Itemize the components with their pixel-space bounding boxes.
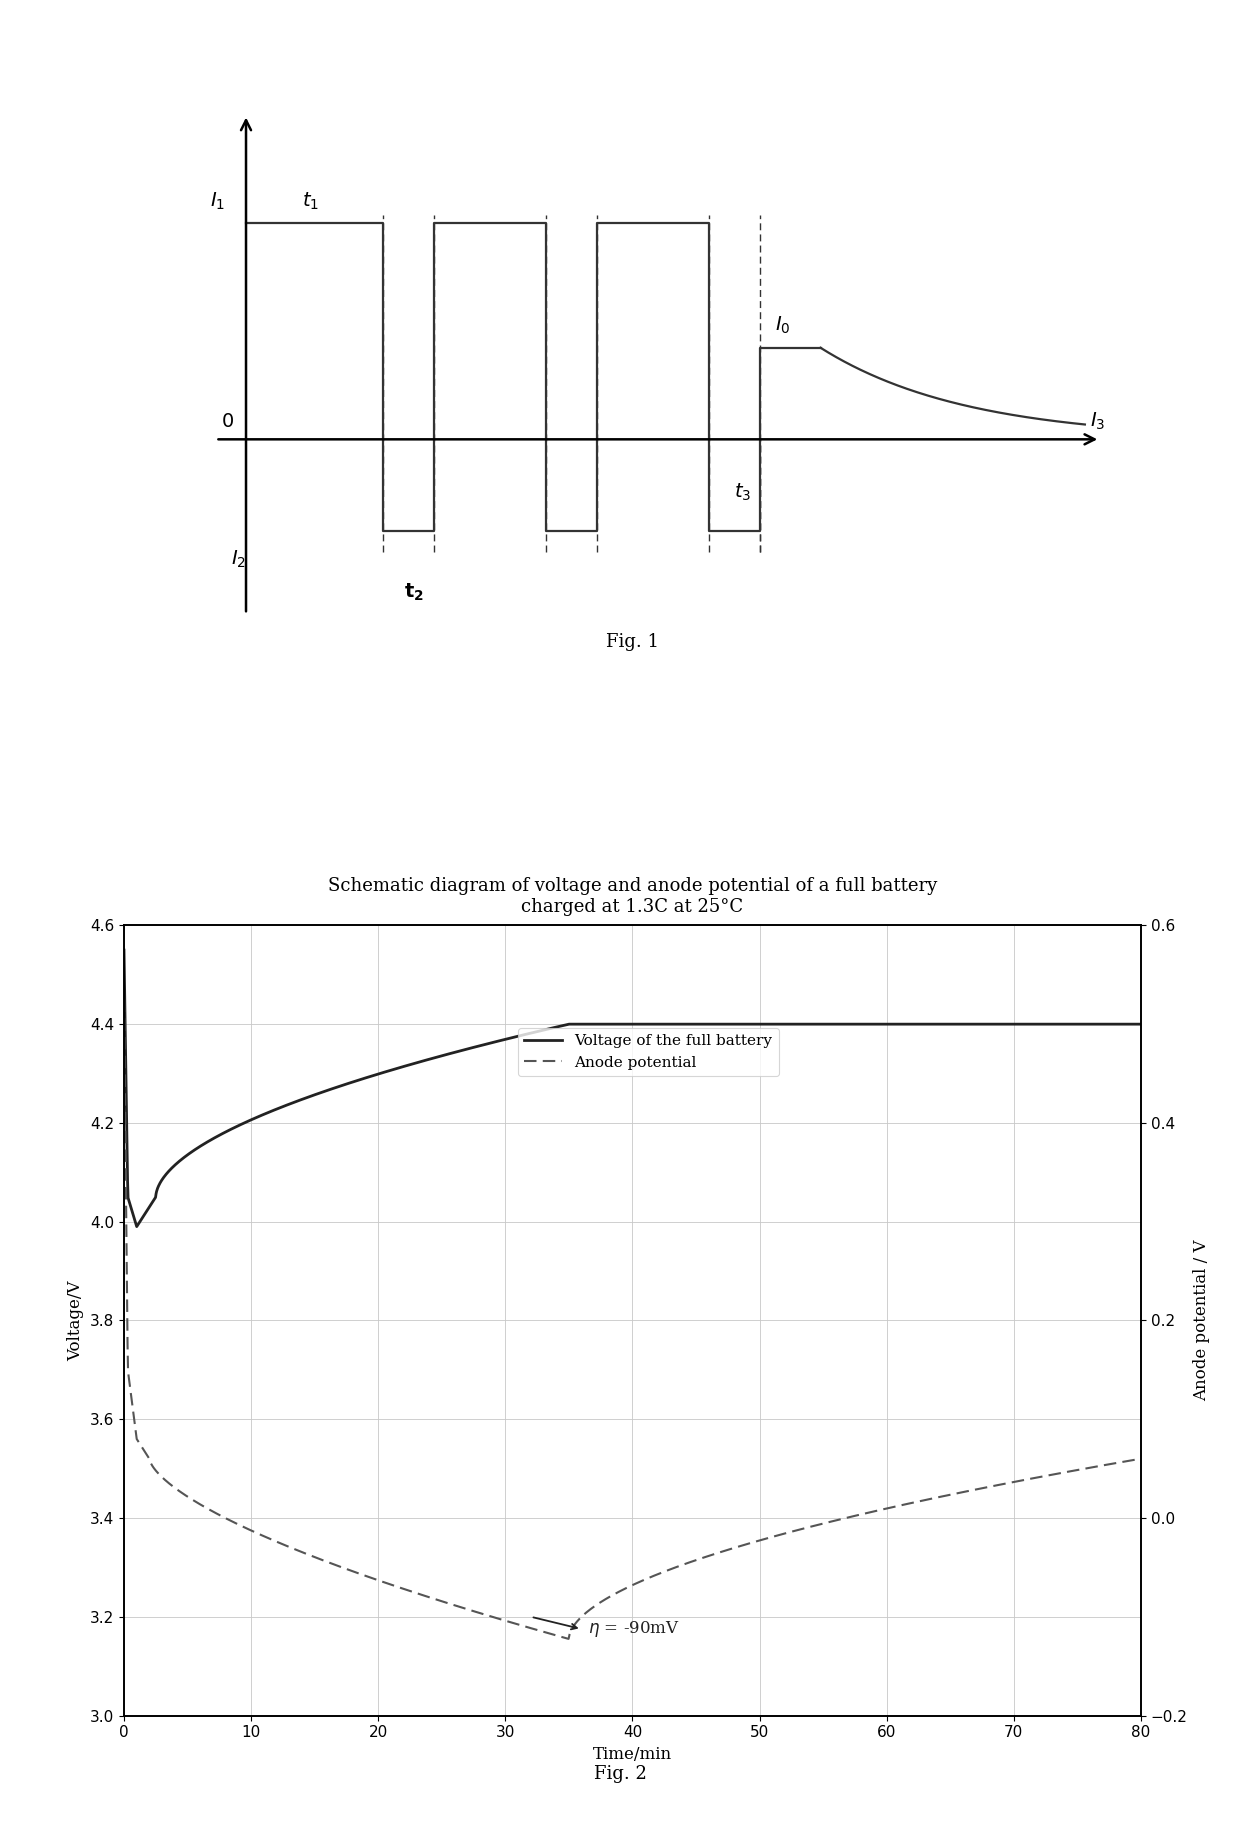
Anode potential [1105,1453,1120,1475]
Text: $I_3$: $I_3$ [1090,411,1105,433]
Text: $I_2$: $I_2$ [231,548,246,569]
Line: Voltage of the full battery: Voltage of the full battery [124,951,1141,1226]
Line: Anode potential: Anode potential [124,1000,1141,1639]
Anode potential [611,1580,626,1602]
Text: Fig. 1: Fig. 1 [606,633,658,652]
Text: $t_3$: $t_3$ [734,482,751,504]
Text: $I_1$: $I_1$ [211,190,226,212]
Text: $0$: $0$ [221,412,233,431]
Anode potential [918,1489,932,1511]
Text: $t_1$: $t_1$ [301,190,319,212]
Voltage of the full battery [584,1013,599,1035]
X-axis label: Time/min: Time/min [593,1747,672,1763]
Anode potential [169,1478,184,1500]
Voltage of the full battery [169,1153,184,1175]
Voltage of the full battery [1104,1013,1118,1035]
Anode potential [117,989,131,1011]
Text: $I_0$: $I_0$ [775,316,790,336]
Voltage of the full battery [1133,1013,1148,1035]
Text: Fig. 2: Fig. 2 [594,1765,646,1783]
Voltage of the full battery [117,940,131,962]
Anode potential [562,1628,577,1650]
Legend: Voltage of the full battery, Anode potential: Voltage of the full battery, Anode poten… [518,1027,779,1075]
Text: $\mathbf{t_2}$: $\mathbf{t_2}$ [404,582,424,602]
Y-axis label: Voltage/V: Voltage/V [67,1279,84,1361]
Anode potential [584,1597,599,1619]
Title: Schematic diagram of voltage and anode potential of a full battery
charged at 1.: Schematic diagram of voltage and anode p… [327,876,937,916]
Voltage of the full battery [611,1013,626,1035]
Anode potential [1133,1447,1148,1469]
Voltage of the full battery [918,1013,932,1035]
Text: $\eta$ = -90mV: $\eta$ = -90mV [588,1619,680,1639]
Voltage of the full battery [1105,1013,1120,1035]
Anode potential [1104,1453,1118,1475]
Voltage of the full battery [129,1215,144,1237]
Y-axis label: Anode potential / V: Anode potential / V [1193,1239,1210,1402]
